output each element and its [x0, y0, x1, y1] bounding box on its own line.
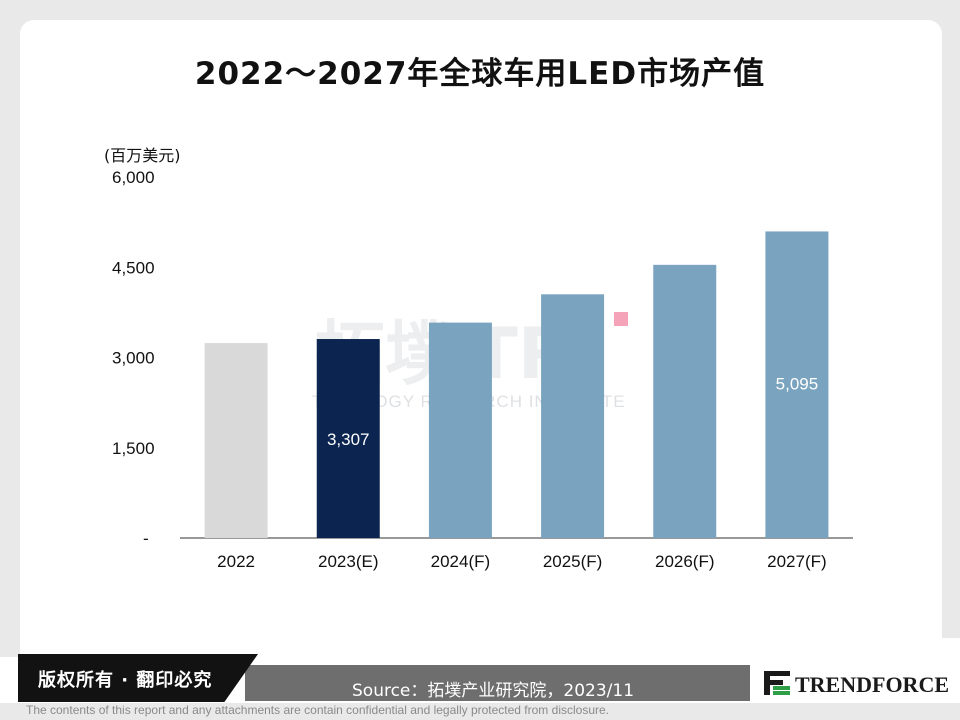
y-tick-label: 4,500 — [112, 258, 155, 277]
x-tick-label: 2027(F) — [767, 552, 827, 571]
y-tick-label: 6,000 — [112, 168, 155, 187]
bar-2023(E) — [316, 339, 380, 538]
bar-2027(F) — [765, 231, 829, 538]
trendforce-logo-icon — [764, 671, 790, 695]
axes: (百万美元) - 1,500 3,000 4,500 6,000 — [104, 146, 853, 548]
x-tick-label: 2022 — [217, 552, 255, 571]
y-tick-label: 1,500 — [112, 439, 155, 458]
chart-title: 2022～2027年全球车用LED市场产值 — [194, 56, 766, 92]
y-tick-label: - — [143, 529, 149, 548]
labels: 2022 2023(E) 3,307 2024(F) 2025(F) 2026(F) 202… — [217, 374, 827, 571]
bar-2026(F) — [653, 264, 717, 538]
brand-name: TRENDFORCE — [795, 672, 950, 697]
bar-2024(F) — [428, 322, 492, 538]
watermark-accent — [614, 312, 628, 326]
bars — [204, 231, 829, 538]
rights-text: 版权所有 · 翻印必究 — [38, 670, 213, 691]
x-tick-label: 2025(F) — [543, 552, 603, 571]
source-text: Source：拓墣产业研究院，2023/11 — [352, 681, 635, 701]
data-label: 3,307 — [327, 430, 370, 449]
bar-chart: 拓墣TRiTOPOLOGY RESEARCH INSTITUTE (百万美元)-… — [104, 146, 853, 571]
bar-2022 — [204, 343, 268, 538]
footer-source-band — [245, 665, 750, 701]
footer-rights-band — [18, 654, 258, 702]
logo-panel — [760, 638, 960, 702]
bar-2025(F) — [541, 294, 605, 538]
x-tick-label: 2023(E) — [318, 552, 378, 571]
data-label: 5,095 — [776, 374, 819, 393]
x-tick-label: 2026(F) — [655, 552, 715, 571]
y-axis-unit: (百万美元) — [104, 146, 181, 165]
disclaimer-text: The contents of this report and any atta… — [26, 703, 609, 717]
y-tick-label: 3,000 — [112, 349, 155, 368]
x-tick-label: 2024(F) — [431, 552, 491, 571]
